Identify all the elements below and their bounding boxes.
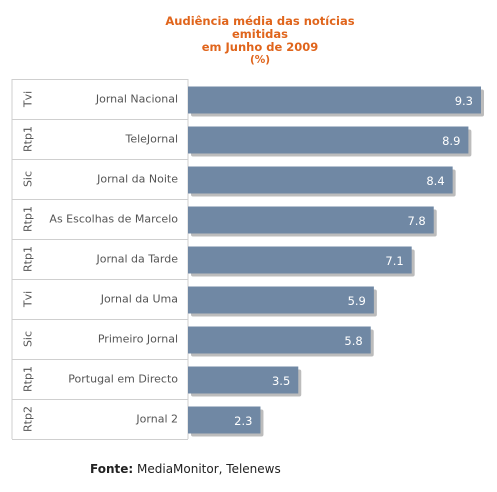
bar xyxy=(188,366,299,394)
chart-title-unit: (%) xyxy=(249,54,271,66)
source-text: MediaMonitor, Telenews xyxy=(137,462,281,476)
bar xyxy=(188,246,412,274)
chart-title-line2: em Junho de 2009 xyxy=(201,40,319,54)
channel-label: Tvi xyxy=(22,91,35,108)
channel-label: Tvi xyxy=(22,291,35,308)
bar xyxy=(188,286,374,314)
category-label: Jornal 2 xyxy=(135,413,178,426)
data-label: 7.1 xyxy=(385,254,403,268)
channel-label: Rtp2 xyxy=(22,406,35,432)
source-label: Fonte: xyxy=(90,462,134,476)
source-footer: Fonte: MediaMonitor, Telenews xyxy=(90,462,281,476)
category-label: Primeiro Jornal xyxy=(98,333,178,346)
channel-label: Rtp1 xyxy=(22,126,35,152)
channel-label: Sic xyxy=(22,171,35,187)
data-label: 5.8 xyxy=(344,334,362,348)
channel-label: Rtp1 xyxy=(22,206,35,232)
data-label: 8.4 xyxy=(426,174,444,188)
data-label: 7.8 xyxy=(407,214,425,228)
category-label: Jornal da Noite xyxy=(96,173,178,186)
data-label: 9.3 xyxy=(455,94,473,108)
category-label: As Escolhas de Marcelo xyxy=(49,213,178,226)
data-label: 3.5 xyxy=(272,374,290,388)
category-label: Portugal em Directo xyxy=(68,373,178,386)
data-label: 5.9 xyxy=(348,294,366,308)
category-label: Jornal da Tarde xyxy=(95,253,178,266)
bar xyxy=(188,166,453,194)
bar-chart: Tvi Jornal Nacional 9.3 Rtp1 TeleJornal 8.9 Si… xyxy=(11,79,484,440)
bar xyxy=(188,206,434,234)
chart-title: Audiência média das notícias emitidas em… xyxy=(140,15,380,67)
category-label: Jornal da Uma xyxy=(100,293,178,306)
data-label: 8.9 xyxy=(442,134,460,148)
chart-title-line1: Audiência média das notícias emitidas xyxy=(165,14,355,41)
bar xyxy=(188,126,469,154)
bar xyxy=(188,406,261,434)
bar xyxy=(188,326,371,354)
bar xyxy=(188,86,481,114)
category-label: TeleJornal xyxy=(124,133,178,146)
category-label: Jornal Nacional xyxy=(95,93,178,106)
channel-label: Rtp1 xyxy=(22,366,35,392)
data-label: 2.3 xyxy=(234,414,252,428)
channel-label: Sic xyxy=(22,331,35,347)
channel-label: Rtp1 xyxy=(22,246,35,272)
